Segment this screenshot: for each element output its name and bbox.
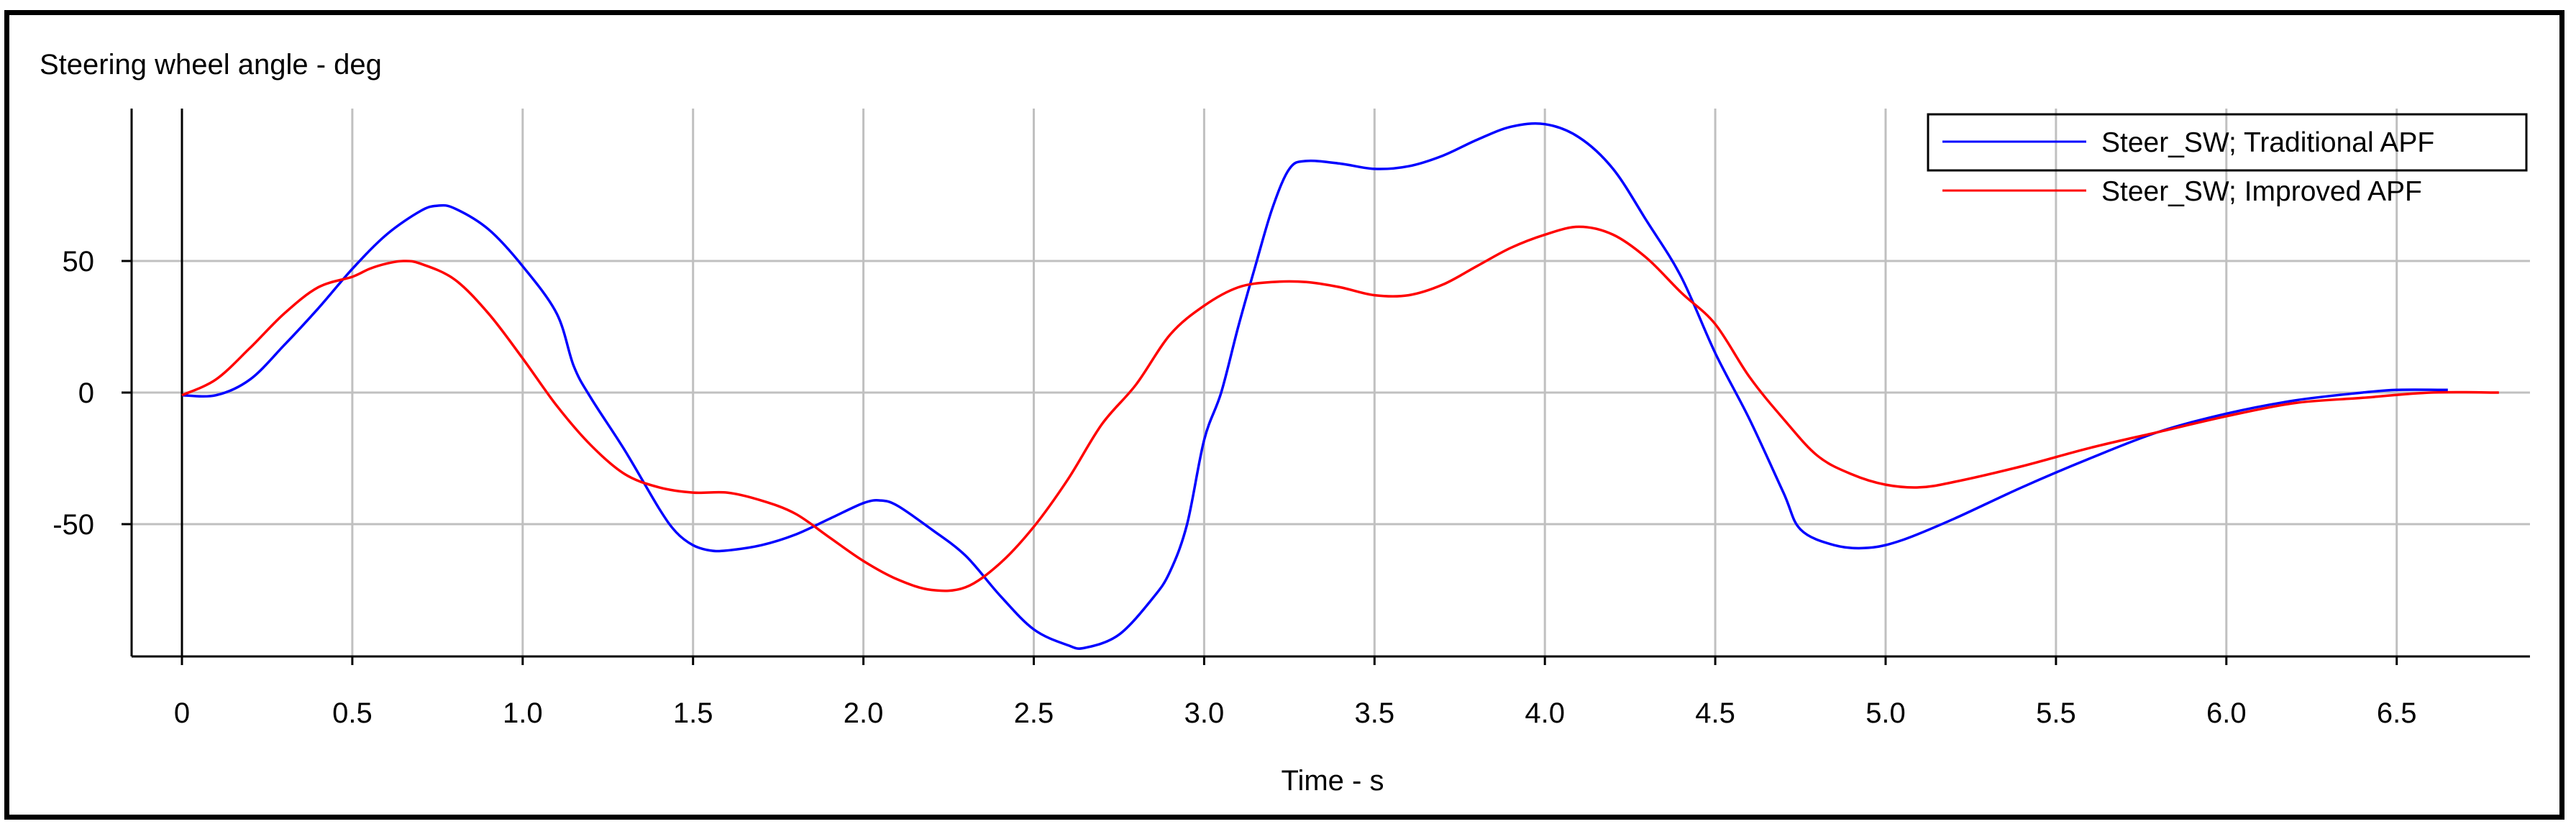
axes xyxy=(122,109,2530,665)
x-tick-label: 6.5 xyxy=(2377,697,2417,729)
x-tick-label: 2.5 xyxy=(1014,697,1054,729)
legend: Steer_SW; Traditional APF Steer_SW; Impr… xyxy=(1927,113,2528,207)
series-lines xyxy=(181,122,2499,650)
series-line-improved-apf xyxy=(181,225,2499,592)
x-tick-label: 6.0 xyxy=(2206,697,2247,729)
x-axis-label: Time - s xyxy=(1282,765,1384,797)
x-tick-label: 1.5 xyxy=(673,697,713,729)
x-tick-label: 5.5 xyxy=(2036,697,2076,729)
steering-angle-chart: Steering wheel angle - deg 0 0.5 1.0 1.5 2.0… xyxy=(40,49,2530,797)
y-tick-label: -50 xyxy=(52,509,94,541)
y-tick-label: 50 xyxy=(63,246,95,278)
x-tick-label: 3.0 xyxy=(1184,697,1225,729)
x-tick-label: 2.0 xyxy=(844,697,884,729)
x-tick-label: 5.0 xyxy=(1865,697,1906,729)
x-tick-label: 0.5 xyxy=(332,697,373,729)
x-tick-label: 1.0 xyxy=(503,697,543,729)
y-tick-labels: 50 0 -50 xyxy=(52,246,94,541)
y-tick-label: 0 xyxy=(78,377,94,409)
legend-label-improved: Steer_SW; Improved APF xyxy=(2101,176,2422,207)
legend-box xyxy=(1927,113,2528,172)
x-tick-label: 0 xyxy=(174,697,190,729)
x-tick-label: 3.5 xyxy=(1354,697,1394,729)
grid xyxy=(132,109,2530,656)
x-tick-label: 4.5 xyxy=(1695,697,1735,729)
legend-label-traditional: Steer_SW; Traditional APF xyxy=(2101,127,2434,158)
x-tick-labels: 0 0.5 1.0 1.5 2.0 2.5 3.0 3.5 4.0 4.5 5.0 5.5 6.0 6.5 xyxy=(174,697,2417,729)
chart-frame: Steering wheel angle - deg 0 0.5 1.0 1.5 2.0… xyxy=(4,10,2564,820)
x-tick-label: 4.0 xyxy=(1525,697,1565,729)
chart-title: Steering wheel angle - deg xyxy=(40,49,382,81)
series-line-traditional-apf xyxy=(181,122,2448,650)
